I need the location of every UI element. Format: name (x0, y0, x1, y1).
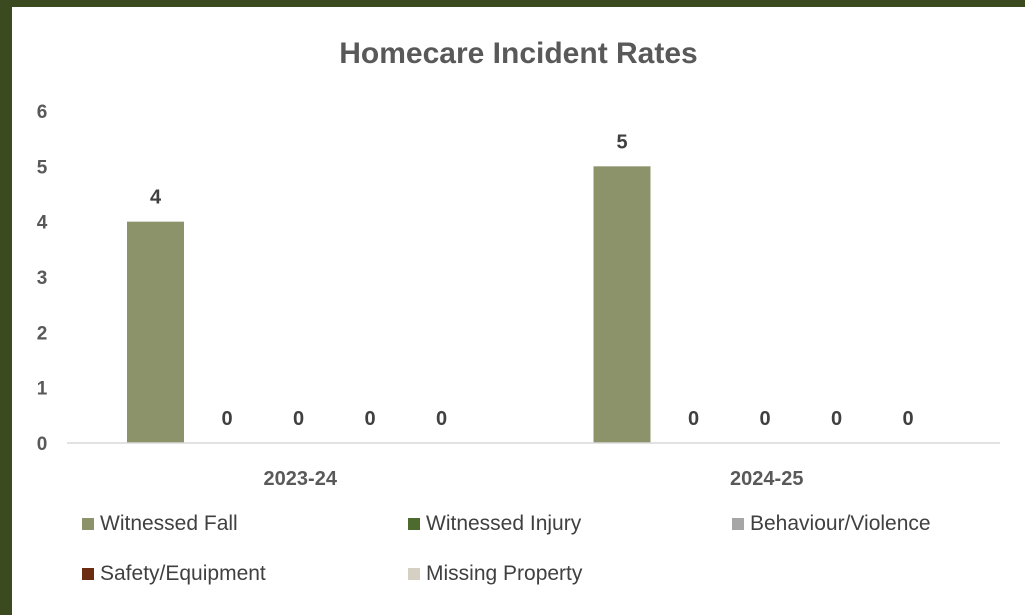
y-tick-label: 3 (37, 268, 48, 289)
legend-label: Behaviour/Violence (750, 512, 931, 535)
data-label: 0 (364, 408, 375, 430)
y-tick-label: 2 (37, 323, 48, 344)
y-tick-label: 0 (37, 434, 48, 455)
legend-label: Missing Property (426, 562, 583, 585)
bars (127, 166, 651, 444)
data-label: 0 (759, 408, 770, 430)
legend-label: Witnessed Injury (426, 512, 582, 535)
legend-item: Missing Property (408, 562, 582, 586)
bar (593, 166, 651, 444)
legend-item: Witnessed Injury (408, 512, 581, 536)
data-label: 0 (436, 408, 447, 430)
legend-item: Witnessed Fall (82, 512, 238, 536)
y-axis: 0 1 2 3 4 5 6 (37, 102, 48, 455)
data-label: 0 (831, 408, 842, 430)
x-tick-label: 2023-24 (264, 468, 338, 490)
legend-swatch (82, 518, 94, 530)
legend-label: Safety/Equipment (100, 562, 266, 585)
x-tick-label: 2024-25 (730, 468, 803, 490)
data-label: 0 (688, 408, 699, 430)
y-tick-label: 4 (37, 213, 48, 234)
data-label: 0 (221, 408, 232, 430)
legend-item: Behaviour/Violence (732, 512, 931, 536)
data-label: 5 (616, 131, 627, 153)
legend-swatch (82, 568, 94, 580)
legend-swatch (732, 518, 744, 530)
y-tick-label: 1 (37, 379, 48, 400)
data-labels: 4 0 0 0 0 5 0 0 0 0 (150, 131, 914, 430)
legend-item: Safety/Equipment (82, 562, 266, 586)
legend-swatch (408, 518, 420, 530)
legend-label: Witnessed Fall (100, 512, 238, 535)
y-tick-label: 6 (37, 102, 48, 123)
data-label: 0 (293, 408, 304, 430)
y-tick-label: 5 (37, 157, 48, 178)
bar (127, 221, 184, 443)
data-label: 4 (150, 187, 162, 209)
chart-title: Homecare Incident Rates (339, 37, 698, 70)
x-axis: 2023-24 2024-25 (264, 468, 804, 490)
chart-plot-area: 0 1 2 3 4 5 6 4 0 0 0 0 5 0 0 0 0 2023-24 2024-25 (37, 102, 1000, 490)
data-label: 0 (902, 408, 913, 430)
legend-swatch (408, 568, 420, 580)
